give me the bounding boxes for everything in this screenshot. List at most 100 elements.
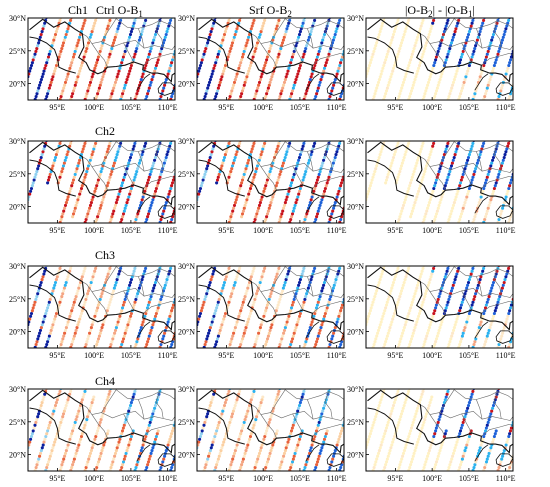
observation-dot xyxy=(431,437,435,441)
observation-dot xyxy=(316,86,320,90)
observation-dot xyxy=(134,297,138,301)
observation-dot xyxy=(465,195,469,199)
observation-dot xyxy=(224,27,228,31)
observation-dot xyxy=(233,32,237,37)
province-boundary xyxy=(155,268,164,296)
observation-dot xyxy=(63,328,68,332)
observation-dot xyxy=(71,429,75,433)
observation-dot xyxy=(247,406,251,410)
observation-dot xyxy=(265,429,269,433)
observation-dot xyxy=(508,342,512,347)
observation-dot xyxy=(238,18,242,22)
observation-dot xyxy=(238,141,242,145)
observation-dot xyxy=(399,89,403,93)
observation-dot xyxy=(242,420,246,424)
observation-dots xyxy=(28,389,175,471)
observation-dot xyxy=(426,328,431,332)
observation-dot xyxy=(212,144,216,148)
observation-dot xyxy=(458,342,462,347)
observation-dot xyxy=(452,280,456,285)
observation-dot xyxy=(367,314,371,318)
observation-dot xyxy=(42,440,46,444)
observation-dot xyxy=(96,460,101,464)
observation-dot xyxy=(430,272,434,276)
observation-dot xyxy=(163,80,167,84)
observation-dot xyxy=(128,440,132,444)
observation-dot xyxy=(507,220,511,223)
observation-dot xyxy=(71,92,75,96)
observation-dot xyxy=(75,449,79,453)
observation-dot xyxy=(230,415,234,419)
observation-dot xyxy=(259,75,263,79)
observation-dot xyxy=(108,345,112,348)
observation-dot xyxy=(64,32,68,37)
observation-dot xyxy=(28,69,32,73)
observation-dot xyxy=(237,269,241,273)
observation-dot xyxy=(451,206,455,210)
observation-dot xyxy=(64,201,68,205)
observation-dot xyxy=(241,209,245,213)
observation-dot xyxy=(215,460,220,464)
observation-dot xyxy=(331,161,335,165)
observation-dot xyxy=(89,201,93,205)
observation-dot xyxy=(45,61,49,65)
observation-dot xyxy=(280,460,284,464)
observation-dot xyxy=(409,181,413,185)
observation-dot xyxy=(133,345,137,348)
observation-dot xyxy=(113,35,117,39)
observation-dot xyxy=(99,203,103,207)
observation-dot xyxy=(336,317,340,321)
observation-dot xyxy=(382,97,386,100)
observation-dot xyxy=(134,465,138,470)
observation-dot xyxy=(406,392,410,396)
observation-dot xyxy=(339,61,343,65)
province-boundary xyxy=(143,301,175,314)
observation-dot xyxy=(78,280,83,285)
observation-dot xyxy=(112,38,116,42)
observation-dot xyxy=(481,144,485,148)
observation-dot xyxy=(208,155,212,160)
observation-dots xyxy=(197,389,344,471)
observation-dot xyxy=(472,297,476,301)
observation-dot xyxy=(446,300,450,304)
observation-dot xyxy=(120,181,125,185)
observation-dot xyxy=(384,178,389,182)
observation-dot xyxy=(216,423,220,427)
observation-dot xyxy=(43,314,47,318)
observation-dot xyxy=(439,323,443,327)
observation-dot xyxy=(481,269,485,273)
observation-dot xyxy=(294,415,298,419)
observation-dot xyxy=(90,446,94,450)
observation-dot xyxy=(64,78,68,82)
observation-dot xyxy=(78,403,83,408)
observation-dot xyxy=(58,97,62,100)
observation-dot xyxy=(91,72,95,76)
observation-dot xyxy=(406,314,410,318)
observation-dot xyxy=(110,295,114,299)
observation-dot xyxy=(167,317,171,321)
observation-dot xyxy=(244,78,248,82)
observation-dot xyxy=(120,432,124,436)
observation-dot xyxy=(376,454,380,458)
national-border-west xyxy=(198,159,245,197)
observation-dot xyxy=(345,75,348,78)
observation-dot xyxy=(83,389,87,393)
observation-dot xyxy=(135,340,139,344)
observation-dot xyxy=(374,292,378,296)
observation-dot xyxy=(384,181,388,185)
observation-dot xyxy=(59,94,63,99)
observation-dot xyxy=(228,465,232,470)
observation-dot xyxy=(207,283,211,287)
observation-dot xyxy=(464,323,468,327)
observation-dot xyxy=(279,215,283,219)
observation-dot xyxy=(307,35,311,39)
observation-dot xyxy=(170,429,175,433)
observation-dot xyxy=(437,203,441,207)
observation-dot xyxy=(121,92,125,96)
observation-dot xyxy=(399,415,403,419)
observation-dot xyxy=(371,52,375,56)
observation-dot xyxy=(328,94,332,99)
observation-dot xyxy=(492,186,496,191)
observation-dot xyxy=(389,289,393,293)
observation-dot xyxy=(283,155,287,160)
